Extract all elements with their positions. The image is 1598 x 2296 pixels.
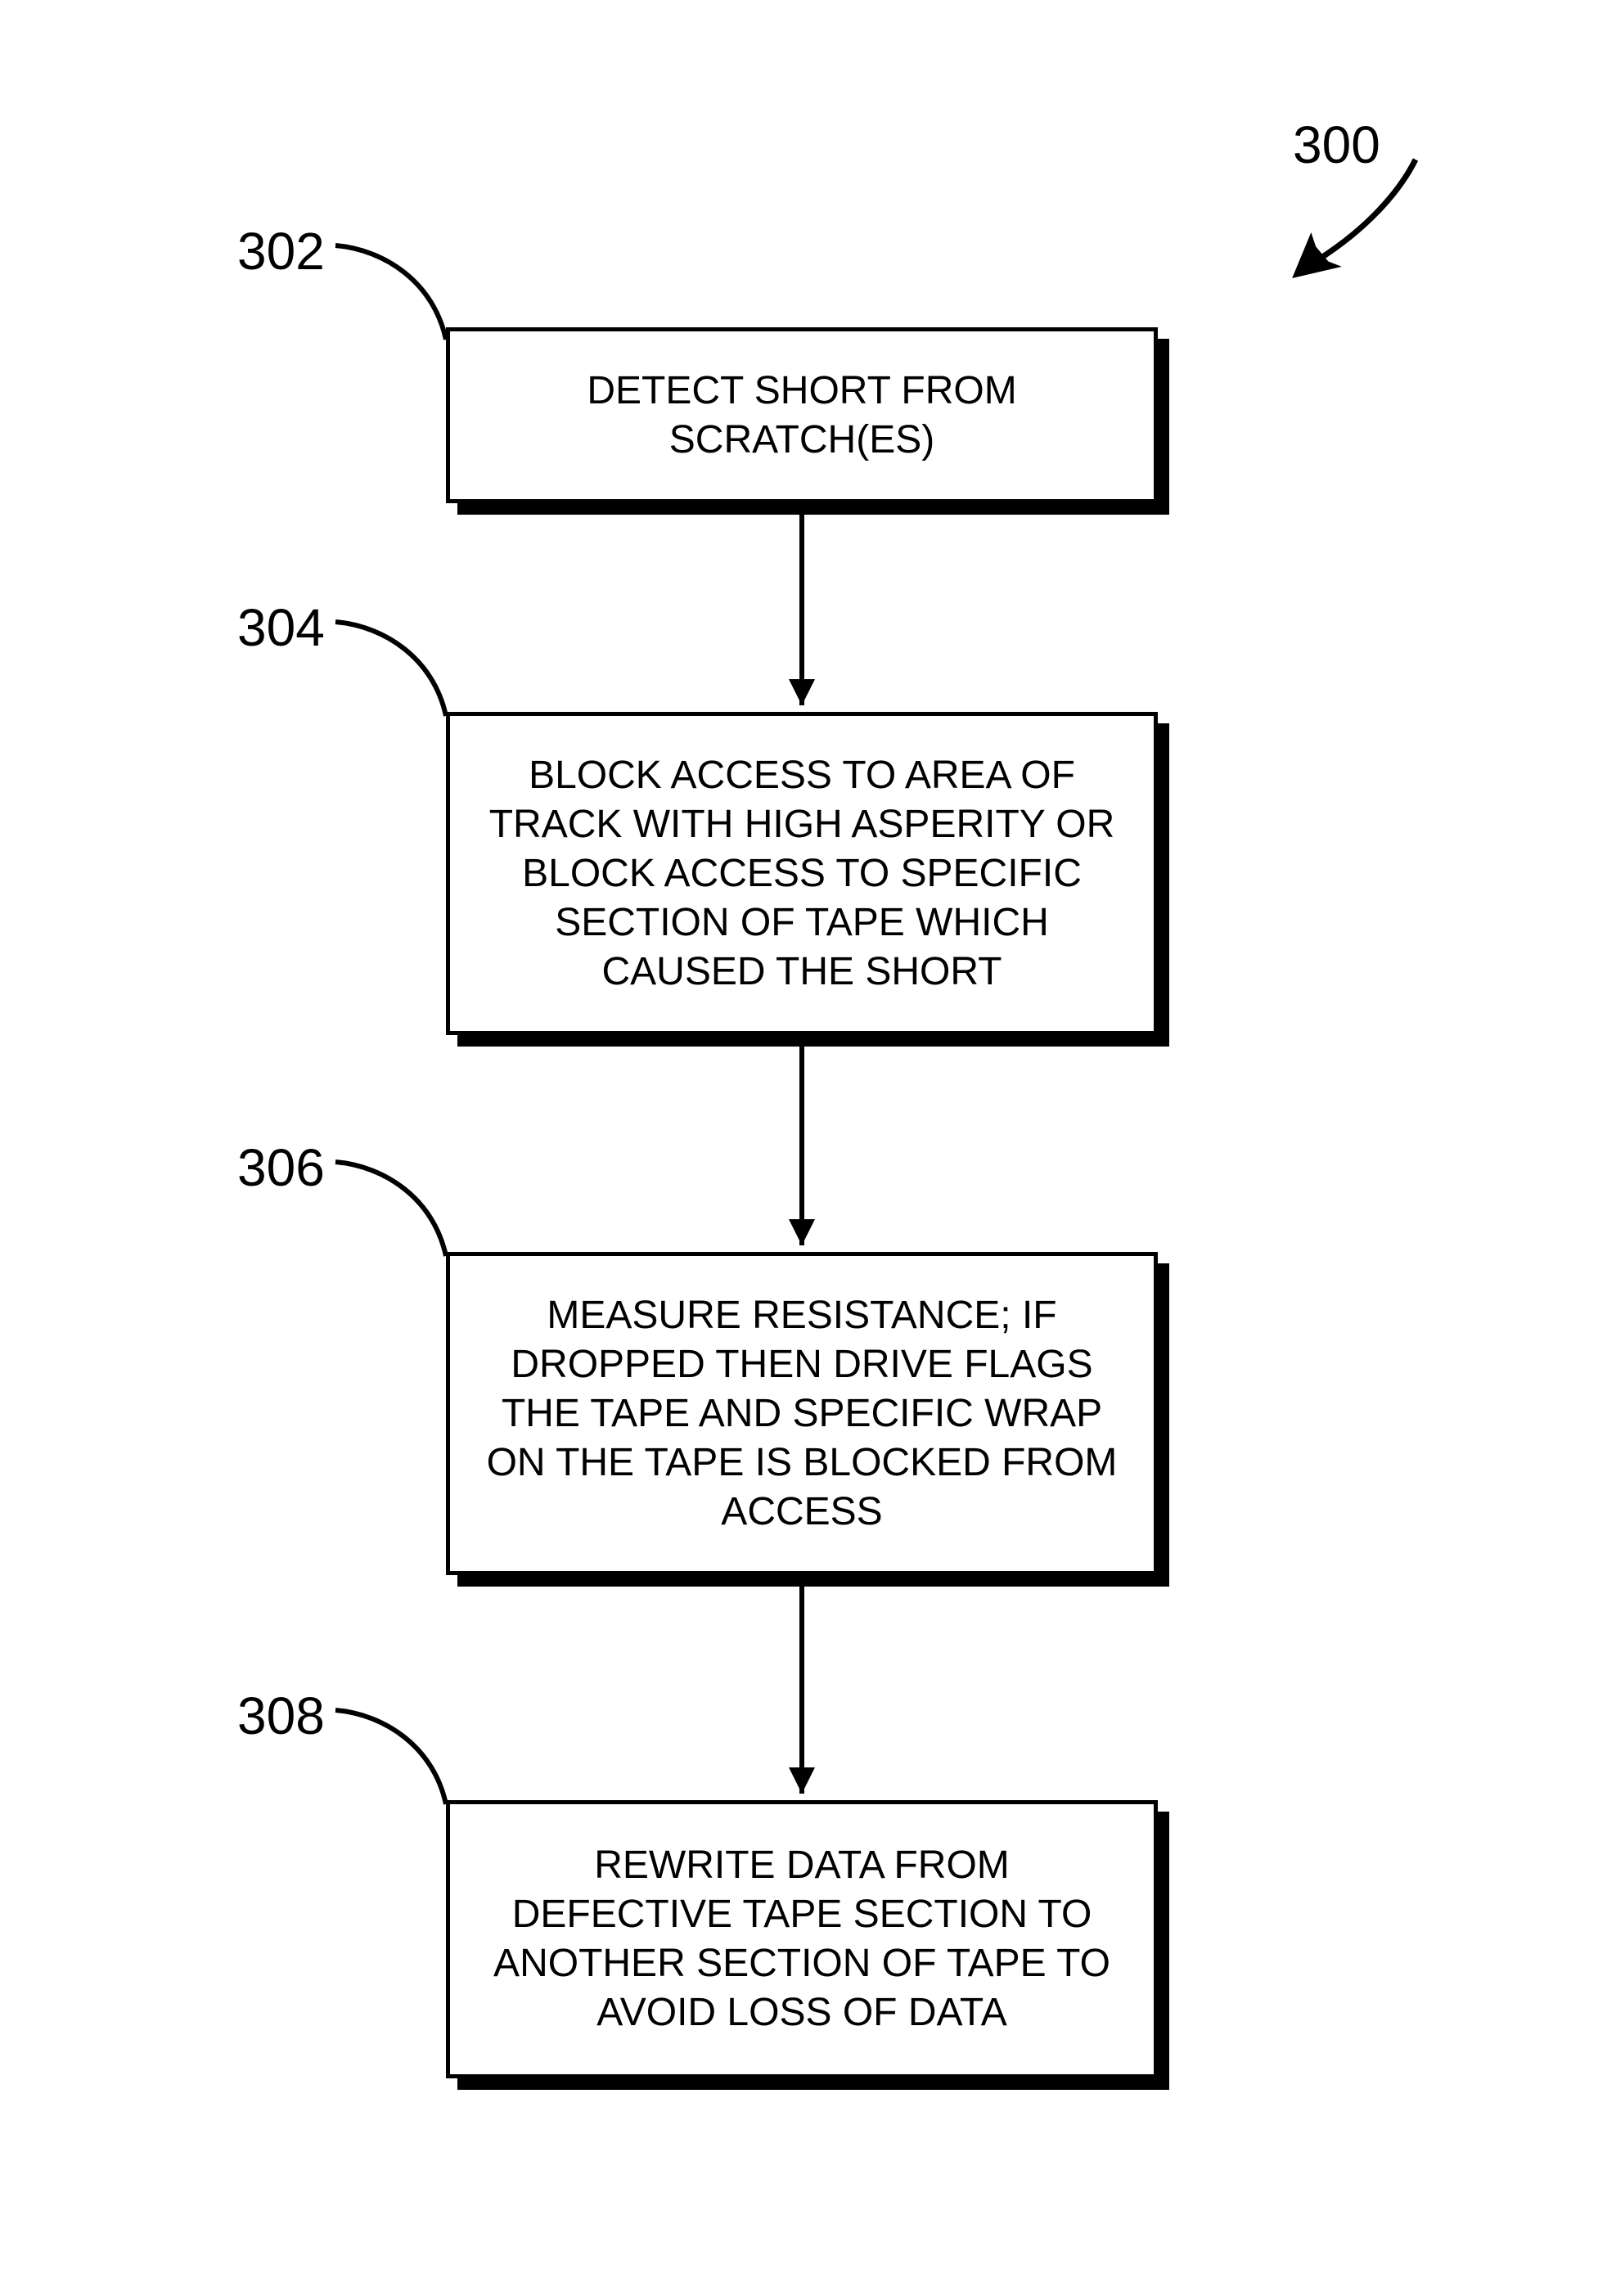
arrows-layer bbox=[0, 0, 1598, 2296]
flowchart-diagram: 300 DETECT SHORT FROM SCRATCH(ES)302BLOC… bbox=[0, 0, 1598, 2296]
label-connector-0 bbox=[335, 245, 450, 344]
arrow-head-0 bbox=[789, 679, 815, 705]
label-connector-2 bbox=[335, 1162, 450, 1260]
label-connector-1 bbox=[335, 622, 450, 720]
arrow-head-2 bbox=[789, 1767, 815, 1794]
label-connector-3 bbox=[335, 1710, 450, 1808]
arrow-head-1 bbox=[789, 1219, 815, 1245]
